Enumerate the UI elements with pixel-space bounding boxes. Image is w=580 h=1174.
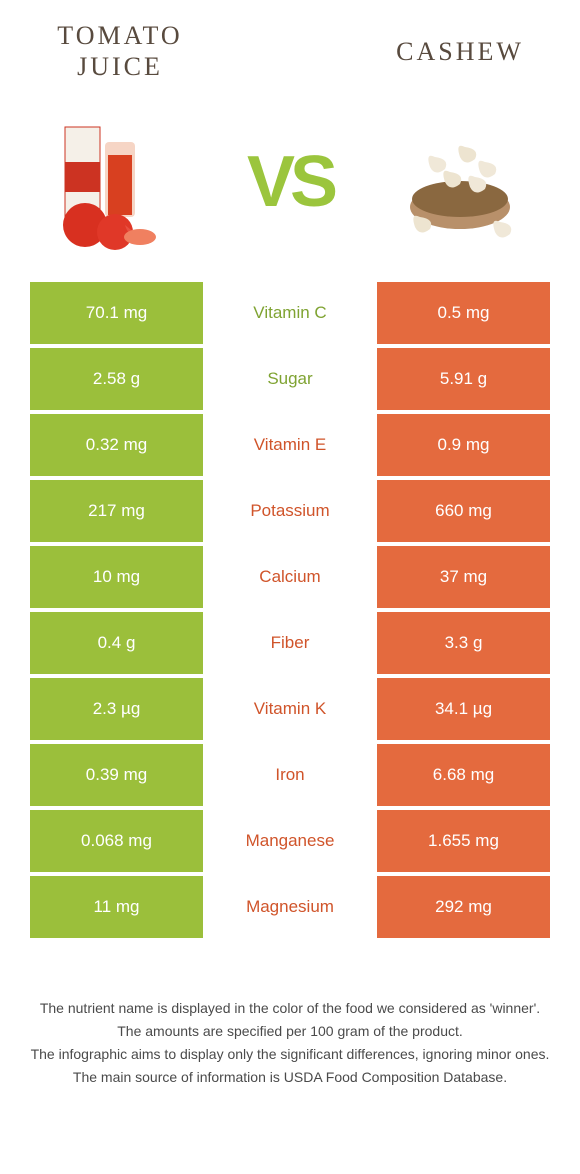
right-value: 5.91 g xyxy=(377,348,550,410)
left-value: 0.4 g xyxy=(30,612,203,674)
right-value: 1.655 mg xyxy=(377,810,550,872)
nutrient-name: Fiber xyxy=(203,612,377,674)
nutrient-name: Magnesium xyxy=(203,876,377,938)
footer-line: The nutrient name is displayed in the co… xyxy=(30,998,550,1019)
cashew-image xyxy=(380,102,540,262)
table-row: 0.4 gFiber3.3 g xyxy=(30,612,550,674)
table-row: 0.39 mgIron6.68 mg xyxy=(30,744,550,806)
nutrient-name: Potassium xyxy=(203,480,377,542)
table-row: 10 mgCalcium37 mg xyxy=(30,546,550,608)
nutrient-name: Manganese xyxy=(203,810,377,872)
right-value: 0.5 mg xyxy=(377,282,550,344)
table-row: 11 mgMagnesium292 mg xyxy=(30,876,550,938)
left-value: 0.39 mg xyxy=(30,744,203,806)
left-value: 0.068 mg xyxy=(30,810,203,872)
nutrient-name: Vitamin K xyxy=(203,678,377,740)
left-value: 70.1 mg xyxy=(30,282,203,344)
right-food-title: CASHEW xyxy=(370,36,550,67)
footer-line: The main source of information is USDA F… xyxy=(30,1067,550,1088)
left-value: 2.58 g xyxy=(30,348,203,410)
right-value: 34.1 µg xyxy=(377,678,550,740)
left-value: 11 mg xyxy=(30,876,203,938)
footer-line: The amounts are specified per 100 gram o… xyxy=(30,1021,550,1042)
nutrient-name: Vitamin E xyxy=(203,414,377,476)
nutrient-name: Calcium xyxy=(203,546,377,608)
left-value: 217 mg xyxy=(30,480,203,542)
comparison-table: 70.1 mgVitamin C0.5 mg2.58 gSugar5.91 g0… xyxy=(30,282,550,938)
left-food-title: TOMATO JUICE xyxy=(30,20,210,82)
table-row: 2.58 gSugar5.91 g xyxy=(30,348,550,410)
table-row: 0.32 mgVitamin E0.9 mg xyxy=(30,414,550,476)
table-row: 217 mgPotassium660 mg xyxy=(30,480,550,542)
table-row: 70.1 mgVitamin C0.5 mg xyxy=(30,282,550,344)
nutrient-name: Iron xyxy=(203,744,377,806)
right-value: 292 mg xyxy=(377,876,550,938)
vs-text: VS xyxy=(247,141,333,223)
left-value: 10 mg xyxy=(30,546,203,608)
left-value: 0.32 mg xyxy=(30,414,203,476)
footer-notes: The nutrient name is displayed in the co… xyxy=(30,998,550,1088)
nutrient-name: Vitamin C xyxy=(203,282,377,344)
right-value: 6.68 mg xyxy=(377,744,550,806)
table-row: 0.068 mgManganese1.655 mg xyxy=(30,810,550,872)
right-value: 3.3 g xyxy=(377,612,550,674)
right-value: 0.9 mg xyxy=(377,414,550,476)
right-value: 660 mg xyxy=(377,480,550,542)
right-value: 37 mg xyxy=(377,546,550,608)
images-row: VS xyxy=(0,92,580,282)
header: TOMATO JUICE CASHEW xyxy=(0,0,580,92)
footer-line: The infographic aims to display only the… xyxy=(30,1044,550,1065)
nutrient-name: Sugar xyxy=(203,348,377,410)
tomato-juice-image xyxy=(40,102,200,262)
left-value: 2.3 µg xyxy=(30,678,203,740)
table-row: 2.3 µgVitamin K34.1 µg xyxy=(30,678,550,740)
